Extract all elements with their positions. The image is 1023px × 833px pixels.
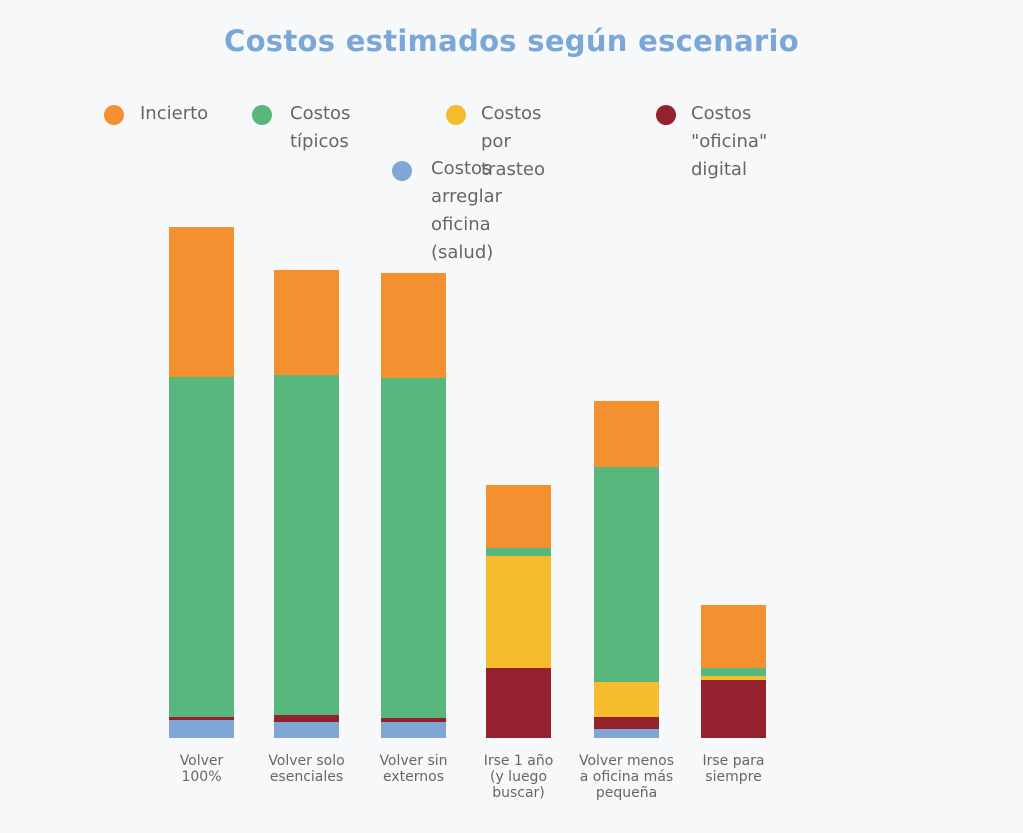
legend-swatch: [252, 105, 272, 125]
bar-segment: [169, 227, 234, 377]
bar-segment: [701, 680, 766, 738]
bar-segment: [381, 273, 446, 378]
bar-segment: [169, 717, 234, 720]
legend-label: Costos arreglar oficina (salud): [431, 158, 503, 263]
bar-segment: [486, 668, 551, 738]
legend-label: Costos por trasteo: [481, 103, 546, 180]
x-tick-label: Volver menos a oficina más pequeña: [579, 753, 674, 801]
bar-segment: [381, 718, 446, 722]
legend-label: Incierto: [140, 103, 209, 124]
x-tick-label: Volver 100%: [180, 753, 224, 785]
bar-segment: [381, 378, 446, 718]
bar-segment: [169, 377, 234, 717]
bar-segment: [701, 668, 766, 676]
bar-segment: [701, 676, 766, 680]
legend-label: Costos típicos: [290, 103, 351, 152]
x-tick-label: Volver sin externos: [379, 753, 447, 785]
legend-swatch: [104, 105, 124, 125]
bar-segment: [381, 722, 446, 738]
x-tick-label: Volver solo esenciales: [268, 753, 344, 785]
bar-segment: [274, 722, 339, 738]
legend-swatch: [392, 161, 412, 181]
x-tick-label: Irse para siempre: [702, 753, 764, 785]
bar-segment: [594, 467, 659, 682]
chart-title: Costos estimados según escenario: [223, 24, 799, 58]
bar-segment: [701, 605, 766, 668]
bar-segment: [486, 556, 551, 668]
x-tick-label: Irse 1 año (y luego buscar): [484, 753, 554, 801]
bar-segment: [274, 715, 339, 722]
legend-swatch: [656, 105, 676, 125]
bar-segment: [169, 720, 234, 738]
bar-segment: [594, 401, 659, 467]
legend-label: Costos "oficina" digital: [691, 103, 768, 180]
bar-segment: [594, 717, 659, 729]
bar-segment: [486, 485, 551, 548]
bar-segment: [594, 729, 659, 738]
bar-segment: [594, 682, 659, 717]
legend-swatch: [446, 105, 466, 125]
bar-segment: [486, 548, 551, 556]
bar-segment: [274, 270, 339, 375]
bar-segment: [274, 375, 339, 715]
